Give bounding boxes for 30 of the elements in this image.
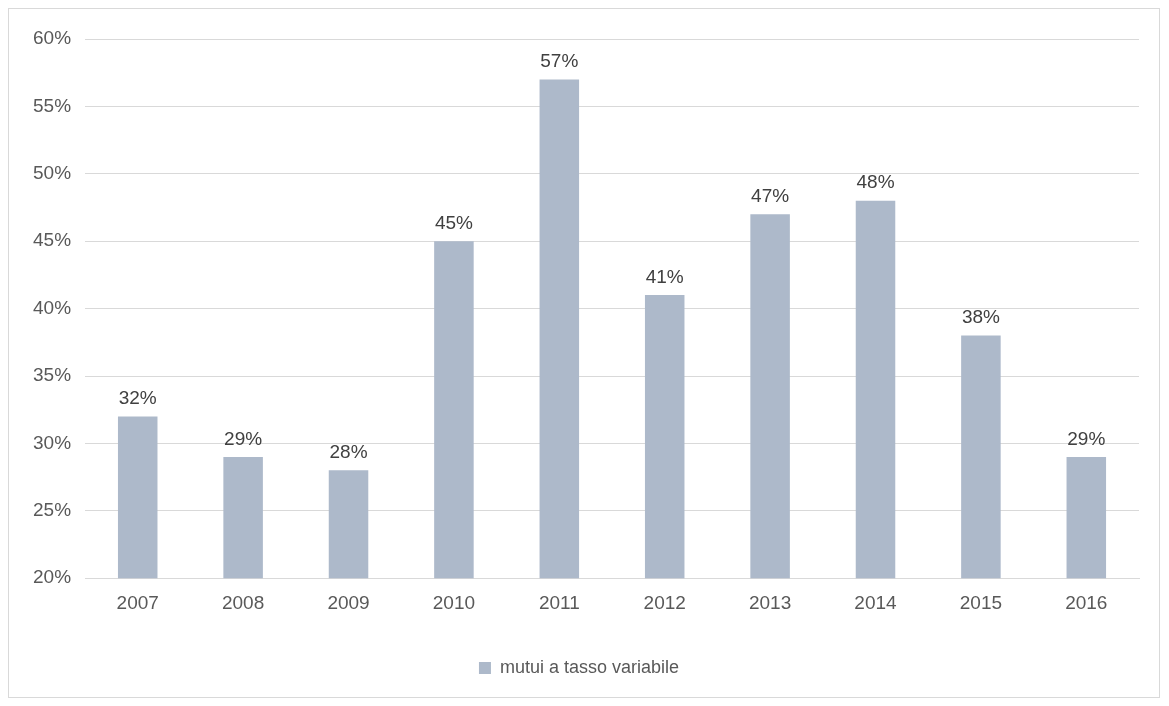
data-label: 38% bbox=[961, 306, 1001, 328]
y-tick-label: 55% bbox=[33, 94, 72, 116]
y-tick-label: 45% bbox=[33, 229, 72, 251]
data-label: 28% bbox=[329, 441, 368, 463]
x-tick-label: 2011 bbox=[538, 591, 580, 613]
y-tick-label: 60% bbox=[33, 27, 72, 49]
data-label: 29% bbox=[224, 427, 263, 449]
data-label: 48% bbox=[856, 171, 895, 193]
x-tick-label: 2009 bbox=[327, 591, 370, 613]
x-tick-label: 2013 bbox=[748, 591, 792, 613]
data-label: 57% bbox=[540, 50, 579, 72]
x-tick-label: 2010 bbox=[432, 591, 476, 613]
x-tick-label: 2012 bbox=[643, 591, 686, 613]
x-tick-label: 2008 bbox=[221, 591, 265, 613]
x-tick-label: 2014 bbox=[854, 591, 898, 613]
legend-label: mutui a tasso variabile bbox=[499, 656, 680, 677]
data-label: 29% bbox=[1067, 427, 1106, 449]
y-tick-label: 40% bbox=[33, 296, 72, 318]
y-tick-label: 20% bbox=[33, 566, 72, 588]
data-label: 41% bbox=[645, 265, 684, 287]
data-label: 47% bbox=[751, 184, 790, 206]
y-tick-label: 50% bbox=[33, 162, 72, 184]
y-tick-label: 35% bbox=[33, 364, 72, 386]
y-tick-label: 25% bbox=[33, 499, 72, 521]
x-tick-label: 2007 bbox=[116, 591, 159, 613]
data-label: 45% bbox=[434, 211, 474, 233]
data-label: 32% bbox=[118, 387, 157, 409]
y-tick-label: 30% bbox=[33, 431, 72, 453]
x-tick-label: 2015 bbox=[959, 591, 1003, 613]
x-tick-label: 2016 bbox=[1065, 591, 1108, 613]
